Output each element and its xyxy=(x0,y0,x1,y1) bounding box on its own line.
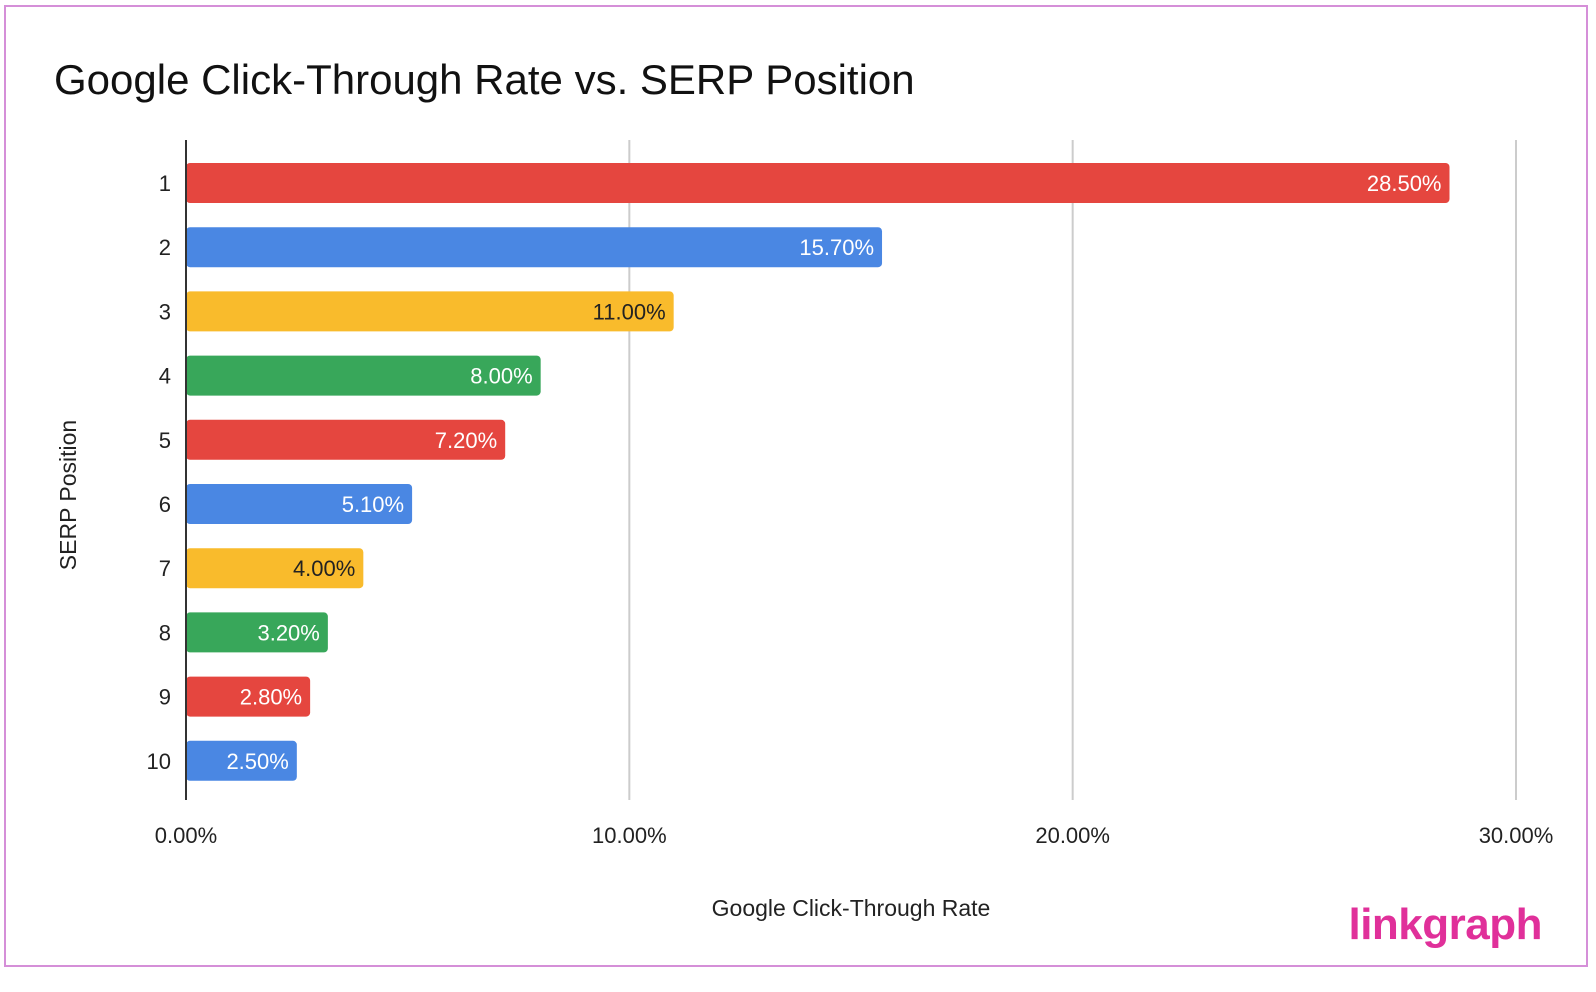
data-label: 2.50% xyxy=(226,749,288,774)
y-tick-label: 9 xyxy=(159,685,171,710)
y-tick-label: 10 xyxy=(147,749,171,774)
x-tick-label: 20.00% xyxy=(1035,823,1110,848)
data-label: 3.20% xyxy=(257,620,319,645)
data-label: 2.80% xyxy=(240,685,302,710)
linkgraph-logo: linkgraph xyxy=(1348,900,1542,949)
data-label: 5.10% xyxy=(342,492,404,517)
x-tick-label: 0.00% xyxy=(155,823,217,848)
bar-4 xyxy=(186,355,541,396)
bar-10 xyxy=(186,740,297,781)
bar-6 xyxy=(186,484,413,524)
bar-7 xyxy=(186,548,364,589)
chart-frame xyxy=(4,5,1588,967)
data-label: 11.00% xyxy=(593,299,666,324)
x-axis-title: Google Click-Through Rate xyxy=(712,895,991,921)
y-tick-label: 2 xyxy=(159,235,171,260)
bar-9 xyxy=(186,676,311,717)
x-tick-label: 10.00% xyxy=(592,823,667,848)
y-tick-label: 7 xyxy=(159,556,171,581)
data-label: 4.00% xyxy=(293,556,355,581)
data-label: 7.20% xyxy=(435,428,497,453)
y-tick-label: 1 xyxy=(159,171,171,196)
y-tick-label: 5 xyxy=(159,428,171,453)
y-axis-title: SERP Position xyxy=(55,420,81,570)
y-tick-label: 4 xyxy=(159,364,171,389)
y-tick-label: 3 xyxy=(159,299,171,324)
bar-1 xyxy=(186,163,1450,203)
bar-5 xyxy=(186,419,506,460)
y-tick-label: 8 xyxy=(159,620,171,645)
chart-title: Google Click-Through Rate vs. SERP Posit… xyxy=(54,56,915,103)
x-tick-label: 30.00% xyxy=(1479,823,1554,848)
data-label: 28.50% xyxy=(1367,171,1442,196)
bar-8 xyxy=(186,612,328,653)
y-tick-label: 6 xyxy=(159,492,171,517)
data-label: 8.00% xyxy=(470,364,532,389)
bar-2 xyxy=(186,227,883,268)
data-label: 15.70% xyxy=(799,235,874,260)
bar-3 xyxy=(186,291,674,332)
